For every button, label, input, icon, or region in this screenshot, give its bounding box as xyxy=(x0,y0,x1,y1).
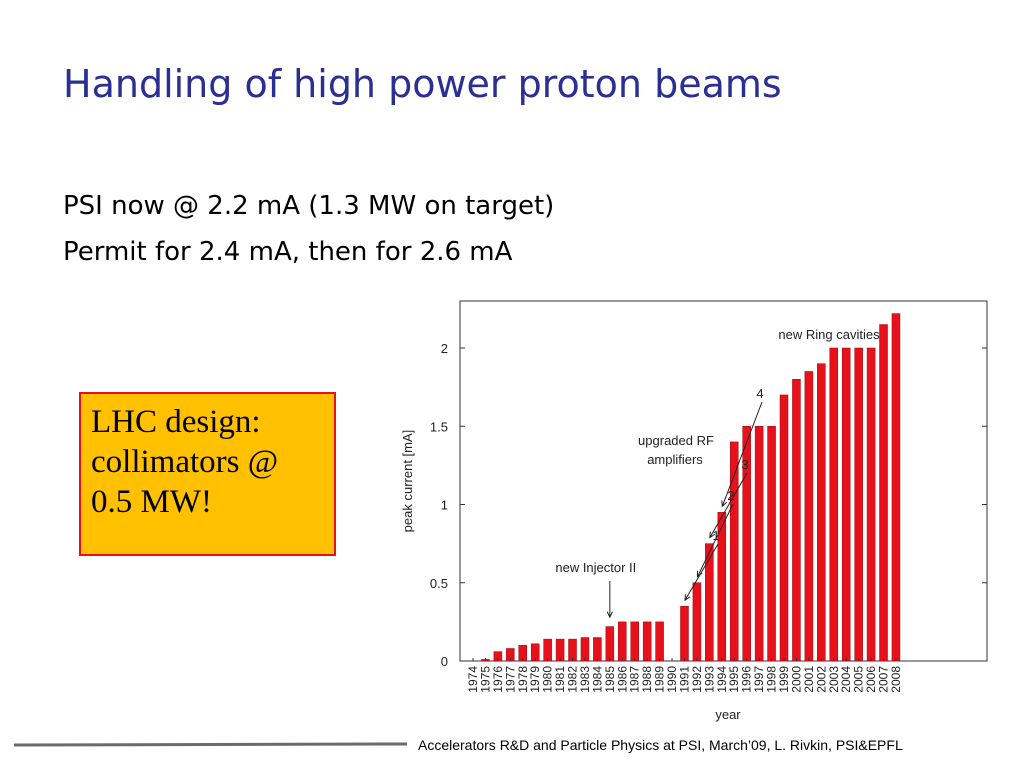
bar-1992 xyxy=(692,582,702,662)
bar-2004 xyxy=(841,347,851,662)
annotation-label: 1 xyxy=(712,528,719,543)
x-tick-label-1997: 1997 xyxy=(752,666,766,693)
bar-1998 xyxy=(767,426,776,662)
y-tick-label: 1 xyxy=(441,498,448,513)
callout-line-2: collimators @ xyxy=(91,444,279,480)
x-tick-label-1975: 1975 xyxy=(478,666,492,693)
x-tick-label-1992: 1992 xyxy=(690,666,704,693)
x-axis-title: year xyxy=(715,707,741,722)
bar-1999 xyxy=(779,394,789,662)
bar-1997 xyxy=(754,426,764,662)
x-tick-label-1984: 1984 xyxy=(590,666,604,693)
bar-1982 xyxy=(568,638,577,662)
bar-2006 xyxy=(866,347,876,662)
annotation-label: amplifiers xyxy=(647,452,703,467)
x-tick-label-2006: 2006 xyxy=(864,666,878,693)
bar-1983 xyxy=(580,637,590,662)
bullet-list: PSI now @ 2.2 mA (1.3 MW on target) Perm… xyxy=(63,183,554,275)
x-tick-label-1999: 1999 xyxy=(777,666,791,693)
annotation-arrow-head xyxy=(721,500,728,508)
x-tick-label-1974: 1974 xyxy=(466,666,480,693)
x-tick-label-1985: 1985 xyxy=(603,666,617,693)
x-tick-label-1980: 1980 xyxy=(541,666,555,693)
x-tick-label-2004: 2004 xyxy=(839,666,853,693)
annotation-label: new Ring cavities xyxy=(778,327,880,342)
bar-1989 xyxy=(655,621,664,662)
annotation-label: 3 xyxy=(741,457,748,472)
x-tick-label-1977: 1977 xyxy=(503,666,517,693)
bar-1993 xyxy=(705,543,714,662)
bar-2002 xyxy=(817,363,826,662)
x-tick-label-1981: 1981 xyxy=(553,666,567,693)
x-tick-label-2001: 2001 xyxy=(802,666,816,693)
x-tick-label-1995: 1995 xyxy=(727,666,741,693)
x-tick-label-2008: 2008 xyxy=(889,666,903,693)
x-tick-label-1983: 1983 xyxy=(578,666,592,693)
annotation-arrow-shaft xyxy=(721,401,763,507)
slide-title: Handling of high power proton beams xyxy=(63,62,782,106)
bar-1991 xyxy=(680,605,689,662)
x-tick-label-1993: 1993 xyxy=(702,666,716,693)
x-tick-label-2007: 2007 xyxy=(877,666,891,693)
lhc-callout-box: LHC design: collimators @ 0.5 MW! xyxy=(79,392,336,556)
x-tick-label-1976: 1976 xyxy=(491,666,505,693)
x-tick-label-1982: 1982 xyxy=(566,666,580,693)
callout-line-1: LHC design: xyxy=(91,404,261,440)
annotation-arrow-head xyxy=(696,570,703,578)
bar-1987 xyxy=(630,621,639,662)
annotation-label: 2 xyxy=(727,488,734,503)
x-tick-label-1987: 1987 xyxy=(628,666,642,693)
bar-2008 xyxy=(891,313,901,662)
annotation-arrow-head xyxy=(606,611,613,619)
bullet-permit: Permit for 2.4 mA, then for 2.6 mA xyxy=(63,237,513,267)
annotation-label: new Injector II xyxy=(555,560,636,575)
annotation-arrow-head xyxy=(684,594,691,602)
x-tick-label-1988: 1988 xyxy=(640,666,654,693)
x-tick-label-1994: 1994 xyxy=(715,666,729,693)
annotation-arrow-head xyxy=(709,531,716,539)
x-tick-label-2000: 2000 xyxy=(789,666,803,693)
bar-2001 xyxy=(804,371,814,662)
x-tick-label-1979: 1979 xyxy=(528,666,542,693)
bar-1980 xyxy=(543,638,552,662)
annotation-label: 4 xyxy=(756,386,763,401)
annotation-label: upgraded RF xyxy=(638,433,714,448)
x-tick-label-1978: 1978 xyxy=(516,666,530,693)
bar-2007 xyxy=(879,324,888,662)
bar-1986 xyxy=(618,621,627,662)
x-tick-label-2003: 2003 xyxy=(827,666,841,693)
x-tick-label-1991: 1991 xyxy=(677,666,691,693)
y-tick-label: 1.5 xyxy=(430,419,448,434)
x-tick-label-2005: 2005 xyxy=(852,666,866,693)
annotation-arrow-shaft xyxy=(709,472,748,538)
x-tick-label-1989: 1989 xyxy=(653,666,667,693)
callout-line-3: 0.5 MW! xyxy=(91,484,212,520)
bar-1984 xyxy=(593,637,602,662)
x-tick-label-1990: 1990 xyxy=(665,666,679,693)
x-tick-label-2002: 2002 xyxy=(814,666,828,693)
bullet-current-status: PSI now @ 2.2 mA (1.3 MW on target) xyxy=(63,191,555,221)
x-tick-label-1996: 1996 xyxy=(740,666,754,693)
bar-1988 xyxy=(642,621,652,662)
bar-1985 xyxy=(605,626,615,662)
bar-2005 xyxy=(854,347,863,662)
bar-2003 xyxy=(829,347,839,662)
annotation-arrow-shaft xyxy=(684,543,719,601)
footer-text: Accelerators R&D and Particle Physics at… xyxy=(418,737,903,753)
bar-2000 xyxy=(792,379,801,662)
y-axis-title: peak current [mA] xyxy=(400,430,415,533)
annotation-arrow-shaft xyxy=(696,503,734,577)
x-tick-label-1998: 1998 xyxy=(765,666,779,693)
x-tick-label-1986: 1986 xyxy=(615,666,629,693)
y-tick-label: 2 xyxy=(441,341,448,356)
y-tick-label: 0.5 xyxy=(430,576,448,591)
bar-1981 xyxy=(555,638,565,662)
y-tick-label: 0 xyxy=(441,654,448,669)
